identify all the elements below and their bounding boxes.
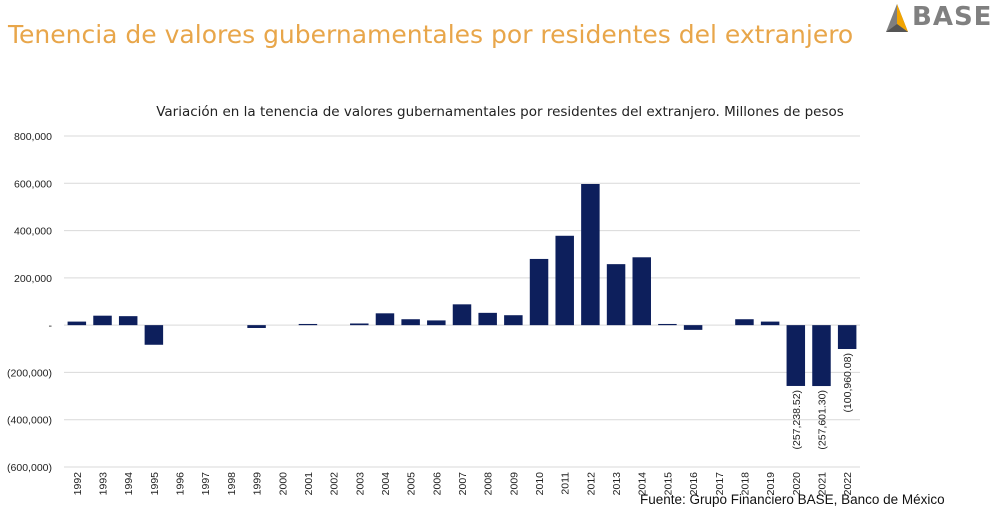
x-tick-label: 2009 xyxy=(508,472,520,496)
bar xyxy=(67,321,87,326)
bar xyxy=(529,258,549,326)
x-tick-label: 2019 xyxy=(765,472,777,496)
y-tick-label: 400,000 xyxy=(14,226,52,238)
bar xyxy=(144,325,164,345)
data-label: (257,238.52) xyxy=(791,390,803,450)
y-tick-label: (400,000) xyxy=(7,415,52,427)
x-tick-label: 2010 xyxy=(534,472,546,496)
x-tick-label: 1997 xyxy=(200,472,212,496)
bar xyxy=(581,183,600,326)
x-tick-label: 2006 xyxy=(431,472,443,496)
data-labels: (257,238.52) (257,601.30) (100,960.08) xyxy=(791,353,854,450)
bar xyxy=(786,325,806,386)
bar xyxy=(350,323,369,326)
y-tick-label: - xyxy=(49,320,53,332)
bar xyxy=(247,325,266,328)
y-axis-ticks: 800,000 600,000 400,000 200,000 - (200,000) (4… xyxy=(7,131,52,474)
x-tick-label: 2021 xyxy=(816,472,828,496)
x-tick-label: 2005 xyxy=(406,472,418,496)
bar xyxy=(812,325,831,387)
source-note: Fuente: Grupo Financiero BASE, Banco de … xyxy=(640,492,945,507)
logo-text: BASE xyxy=(912,2,993,32)
x-tick-label: 2020 xyxy=(791,472,803,496)
data-label: (257,601.30) xyxy=(816,390,828,450)
x-tick-label: 2000 xyxy=(277,472,289,496)
bar xyxy=(298,323,318,326)
x-tick-label: 2007 xyxy=(457,472,469,496)
bar xyxy=(478,312,497,326)
bar xyxy=(683,325,703,330)
bar xyxy=(606,264,626,326)
x-tick-label: 2017 xyxy=(714,472,726,496)
y-tick-label: 800,000 xyxy=(14,131,52,143)
data-label: (100,960.08) xyxy=(842,353,854,413)
x-tick-label: 2014 xyxy=(637,472,649,496)
bar xyxy=(837,325,857,350)
bar xyxy=(735,319,754,326)
bar xyxy=(427,320,446,326)
x-tick-label: 2011 xyxy=(560,472,572,495)
x-tick-label: 1994 xyxy=(123,472,135,496)
bars xyxy=(67,183,857,387)
bar xyxy=(555,235,574,326)
bar xyxy=(375,313,395,326)
chart-title: Variación en la tenencia de valores gube… xyxy=(156,104,844,120)
x-tick-label: 2012 xyxy=(585,472,597,496)
x-tick-label: 2002 xyxy=(329,472,341,496)
x-axis-ticks: 1992 1993 1994 1995 1996 1997 1998 1999 2000 2001… xyxy=(72,472,854,496)
bar xyxy=(632,257,651,326)
logo-mark-icon xyxy=(886,4,908,32)
base-logo: BASE xyxy=(884,2,996,36)
x-tick-label: 1993 xyxy=(98,472,110,496)
bar xyxy=(118,316,138,326)
y-tick-label: 200,000 xyxy=(14,273,52,285)
x-tick-label: 1995 xyxy=(149,472,161,496)
bar xyxy=(658,323,677,326)
grid-lines xyxy=(64,135,860,468)
bar xyxy=(760,321,780,326)
x-tick-label: 1999 xyxy=(252,472,264,496)
page-title: Tenencia de valores gubernamentales por … xyxy=(8,20,854,49)
bar xyxy=(504,315,523,326)
x-tick-label: 1992 xyxy=(72,472,84,496)
bar xyxy=(93,315,112,326)
x-tick-label: 1998 xyxy=(226,472,238,496)
x-tick-label: 2015 xyxy=(662,472,674,496)
x-tick-label: 2022 xyxy=(842,472,854,496)
x-tick-label: 2004 xyxy=(380,472,392,496)
x-tick-label: 1996 xyxy=(175,472,187,496)
y-tick-label: 600,000 xyxy=(14,178,52,190)
y-tick-label: (600,000) xyxy=(7,462,52,474)
x-tick-label: 2018 xyxy=(739,472,751,496)
x-tick-label: 2008 xyxy=(483,472,495,496)
x-tick-label: 2003 xyxy=(354,472,366,496)
x-tick-label: 2013 xyxy=(611,472,623,496)
y-tick-label: (200,000) xyxy=(7,367,52,379)
x-tick-label: 2001 xyxy=(303,472,315,496)
bar xyxy=(401,319,420,326)
bar xyxy=(452,304,472,326)
x-tick-label: 2016 xyxy=(688,472,700,496)
